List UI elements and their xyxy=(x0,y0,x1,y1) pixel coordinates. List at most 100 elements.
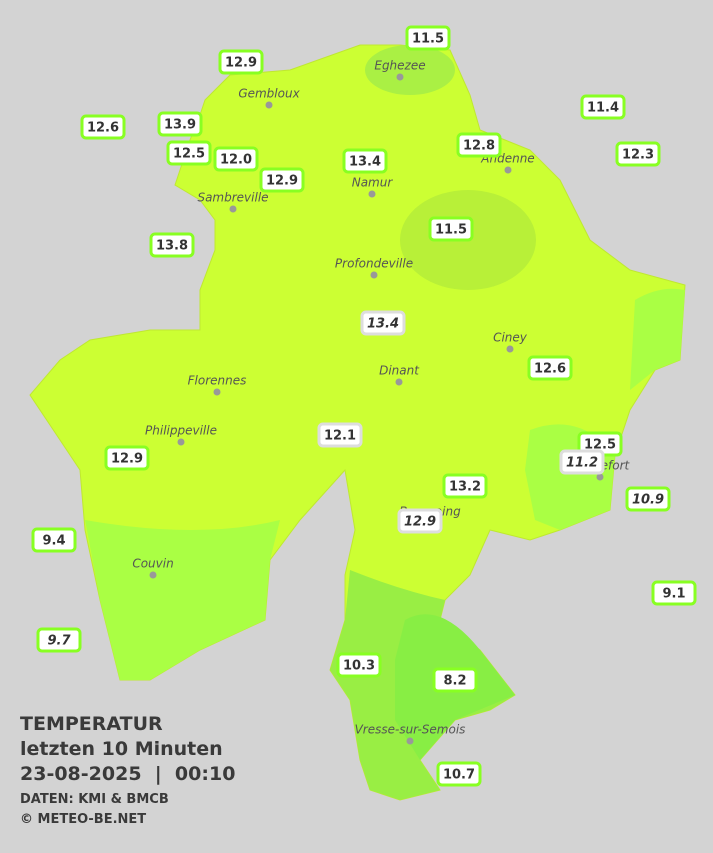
subtitle: letzten 10 Minuten xyxy=(20,738,223,760)
station-box xyxy=(428,216,474,242)
station-value: 12.9 xyxy=(266,174,298,189)
station-box xyxy=(651,580,697,606)
station-box xyxy=(213,146,259,172)
info-block: TEMPERATUR letzten 10 Minuten 23-08-2025… xyxy=(20,713,235,827)
station-value: 12.8 xyxy=(463,139,495,154)
station-box xyxy=(104,445,150,471)
station-value: 12.1 xyxy=(324,429,356,444)
town-dot xyxy=(213,388,221,396)
town-dot xyxy=(177,438,185,446)
town-label: Gembloux xyxy=(238,87,300,101)
station: 12.0 xyxy=(213,146,259,172)
station: 12.6 xyxy=(80,114,126,140)
station: 12.9 xyxy=(218,49,264,75)
station-box xyxy=(442,473,488,499)
station-value: 13.2 xyxy=(449,480,481,495)
station-value: 12.9 xyxy=(404,515,436,530)
station: 10.9 xyxy=(625,486,671,512)
town-dot xyxy=(504,166,512,174)
town-label: Profondeville xyxy=(335,257,413,271)
station-box xyxy=(436,761,482,787)
station-value: 12.5 xyxy=(173,147,205,162)
station-box xyxy=(80,114,126,140)
station-value: 10.9 xyxy=(632,493,664,508)
station-value: 12.9 xyxy=(111,452,143,467)
station-value: 13.8 xyxy=(156,239,188,254)
station: 12.9 xyxy=(397,508,443,534)
station-box xyxy=(527,355,573,381)
town-label: Vresse-sur-Semois xyxy=(355,723,466,737)
station-value: 9.4 xyxy=(42,534,65,549)
station-value: 11.5 xyxy=(435,223,467,238)
station-box xyxy=(259,167,305,193)
town-label: Florennes xyxy=(188,374,247,388)
station: 8.2 xyxy=(432,667,478,693)
station-box xyxy=(342,148,388,174)
station: 13.4 xyxy=(360,310,406,336)
station-value: 10.7 xyxy=(443,768,475,783)
station-box xyxy=(149,232,195,258)
station-box xyxy=(456,132,502,158)
station-box xyxy=(157,111,203,137)
town-dot xyxy=(368,190,376,198)
town-label: Eghezee xyxy=(374,59,425,73)
copyright: © METEO-BE.NET xyxy=(20,812,146,827)
station-value: 12.6 xyxy=(534,362,566,377)
station: 12.3 xyxy=(615,141,661,167)
town-dot xyxy=(506,345,514,353)
station-value: 13.4 xyxy=(367,317,399,332)
station-box xyxy=(218,49,264,75)
town-label: Philippeville xyxy=(145,424,217,438)
cool-zone xyxy=(630,288,685,390)
station: 11.5 xyxy=(405,25,451,51)
station-value: 12.6 xyxy=(87,121,119,136)
station-box xyxy=(166,140,212,166)
station: 12.9 xyxy=(259,167,305,193)
datetime: 23-08-2025 | 00:10 xyxy=(20,763,235,785)
station: 12.8 xyxy=(456,132,502,158)
town-dot xyxy=(229,205,237,213)
station-box xyxy=(36,627,82,653)
station-box xyxy=(580,94,626,120)
town-dot xyxy=(370,271,378,279)
cool-zone xyxy=(365,45,455,95)
station: 13.4 xyxy=(342,148,388,174)
station: 9.4 xyxy=(31,527,77,553)
town-label: Ciney xyxy=(493,331,528,345)
station: 9.7 xyxy=(36,627,82,653)
station-box xyxy=(317,422,363,448)
station: 13.2 xyxy=(442,473,488,499)
source: DATEN: KMI & BMCB xyxy=(20,792,169,807)
station-value: 13.9 xyxy=(164,118,196,133)
station-value: 9.1 xyxy=(662,587,685,602)
station-box xyxy=(397,508,443,534)
station: 10.7 xyxy=(436,761,482,787)
station-value: 13.4 xyxy=(349,155,381,170)
station-box xyxy=(31,527,77,553)
station: 11.2 xyxy=(559,449,605,475)
station-value: 11.5 xyxy=(412,32,444,47)
station: 13.8 xyxy=(149,232,195,258)
station-box xyxy=(625,486,671,512)
station-box xyxy=(615,141,661,167)
station-value: 8.2 xyxy=(443,674,466,689)
station-box xyxy=(360,310,406,336)
station-box xyxy=(405,25,451,51)
title: TEMPERATUR xyxy=(20,713,163,735)
station-value: 11.2 xyxy=(566,456,598,471)
town-label: Sambreville xyxy=(197,191,268,205)
town-dot xyxy=(149,571,157,579)
town-dot xyxy=(396,73,404,81)
station: 12.1 xyxy=(317,422,363,448)
station: 11.4 xyxy=(580,94,626,120)
station-box xyxy=(432,667,478,693)
town-label: Couvin xyxy=(132,557,173,571)
station: 12.6 xyxy=(527,355,573,381)
station: 10.3 xyxy=(336,652,382,678)
station-value: 12.3 xyxy=(622,148,654,163)
station-box xyxy=(336,652,382,678)
station-box xyxy=(559,449,605,475)
town-dot xyxy=(406,737,414,745)
station-value: 10.3 xyxy=(343,659,375,674)
